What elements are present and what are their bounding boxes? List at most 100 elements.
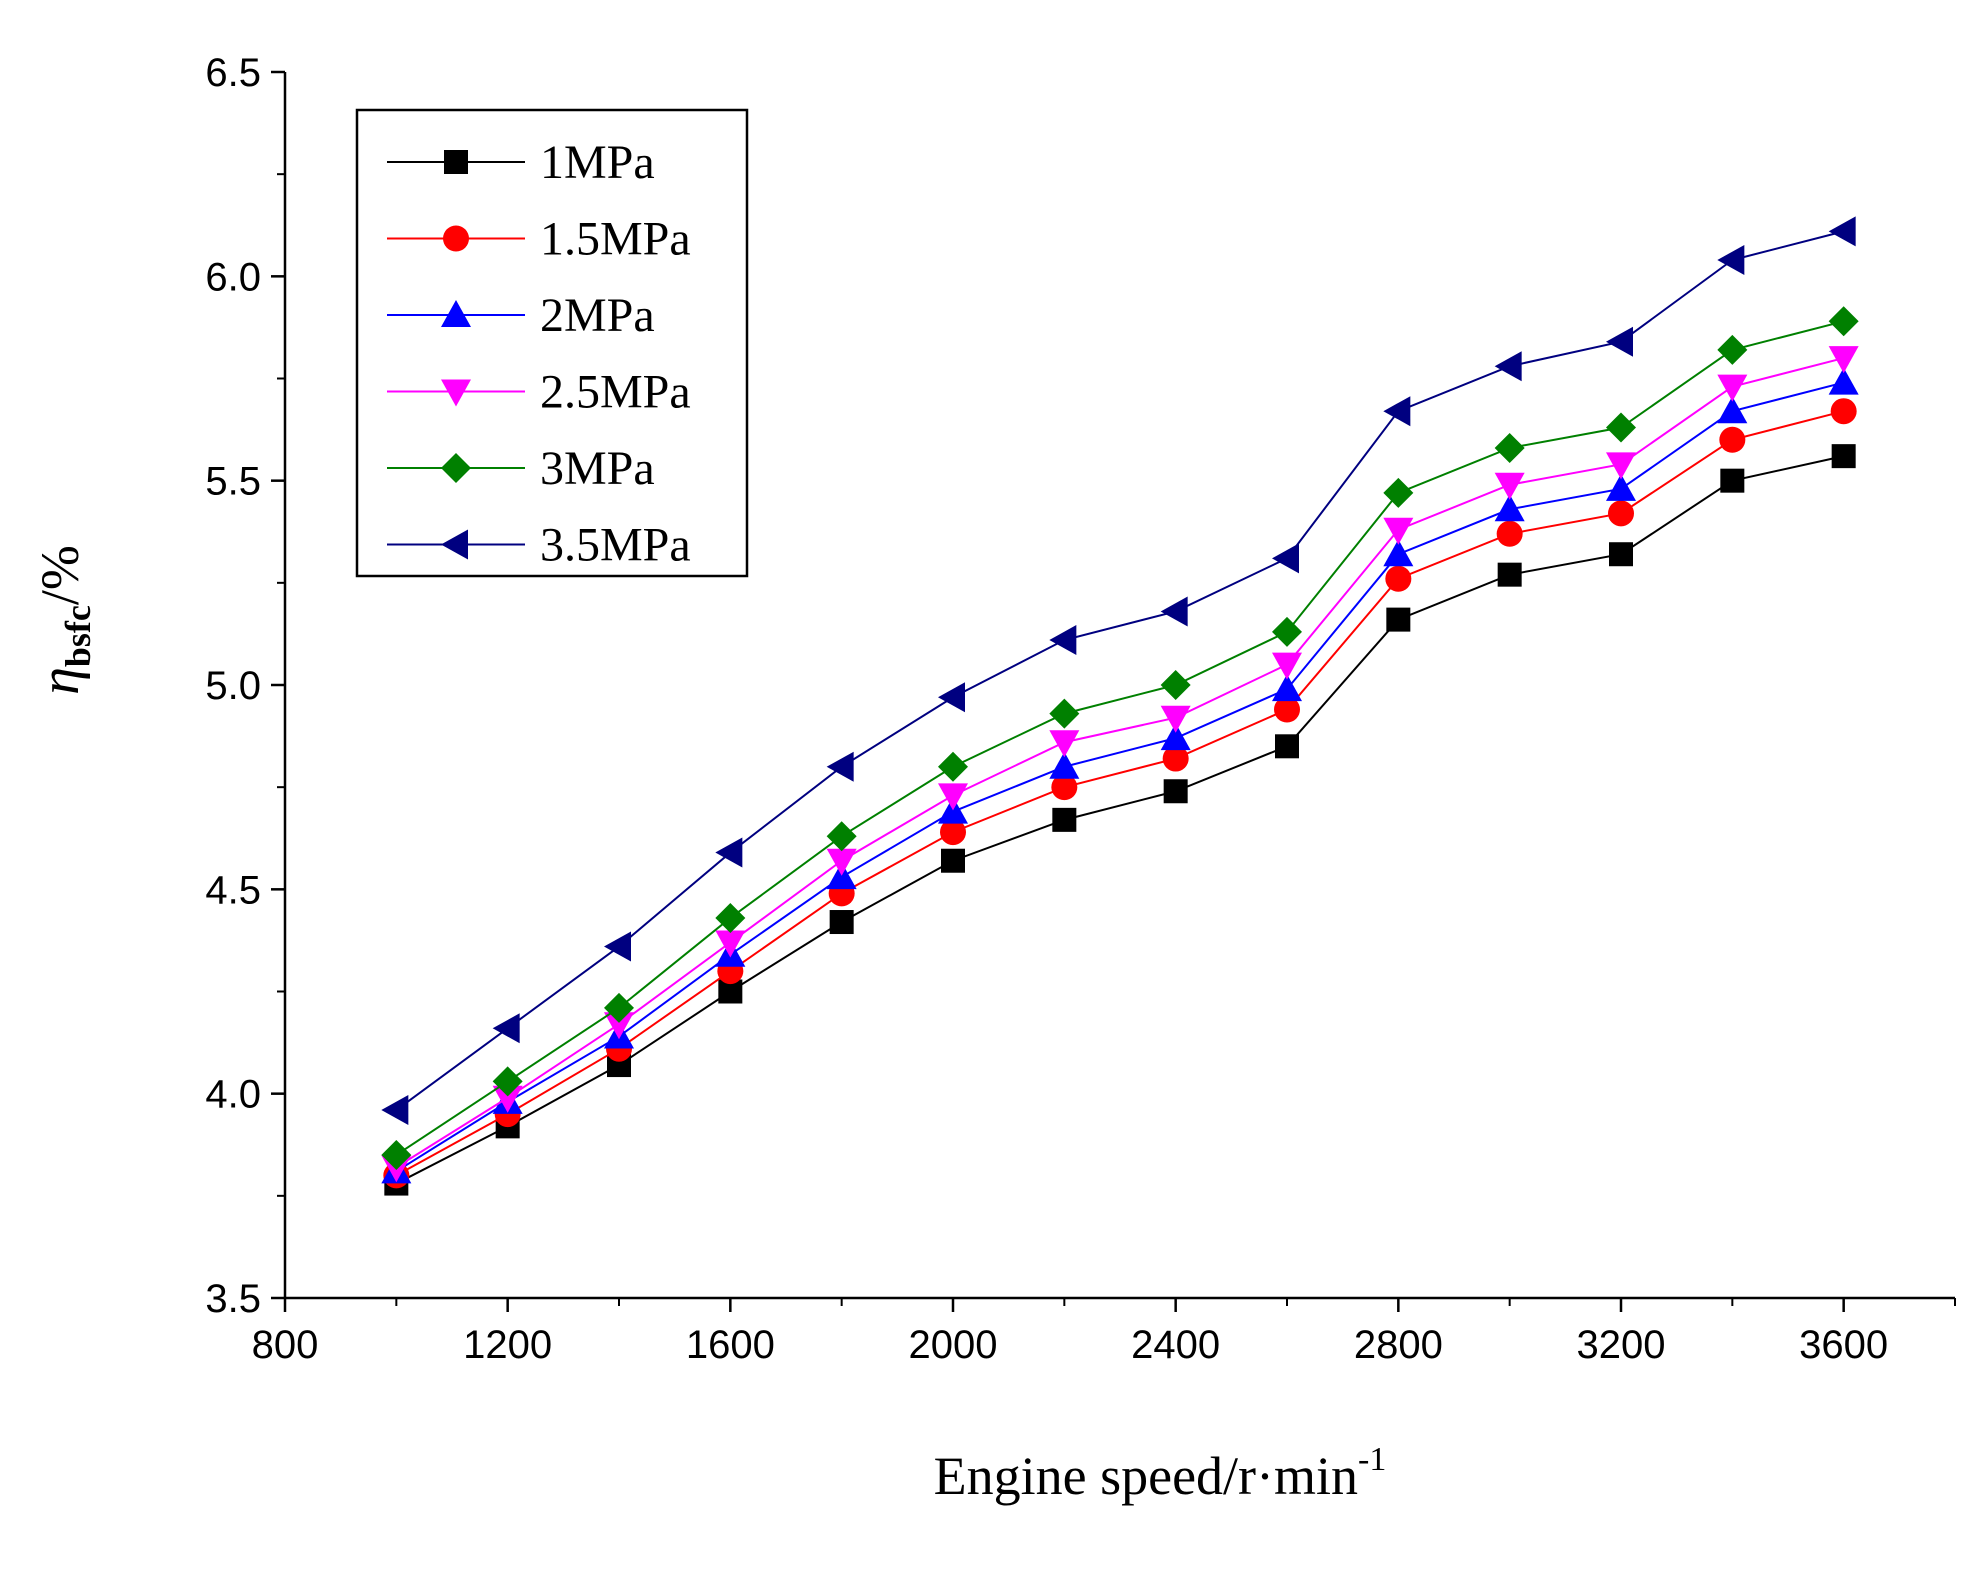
series-3mpa xyxy=(381,306,1859,1170)
data-point xyxy=(1828,216,1856,247)
y-tick-label: 5.5 xyxy=(205,460,261,504)
series-lines xyxy=(381,216,1859,1196)
data-point xyxy=(1609,542,1633,567)
x-tick-label: 3600 xyxy=(1799,1323,1888,1367)
data-point xyxy=(938,783,968,811)
data-point xyxy=(1497,562,1522,587)
y-tick-label: 5.0 xyxy=(205,664,261,708)
data-point xyxy=(1606,452,1636,480)
data-point xyxy=(1606,473,1636,501)
data-point xyxy=(1272,674,1302,702)
data-point xyxy=(941,848,965,873)
legend: 1MPa 1.5MPa 2MPa 2.5MPa 3MPa 3.5MPa xyxy=(355,108,749,578)
data-point xyxy=(1051,774,1078,801)
data-point xyxy=(715,930,746,958)
data-point xyxy=(1383,477,1414,508)
x-tick-label: 2400 xyxy=(1131,1323,1220,1367)
series-line xyxy=(395,410,1844,1177)
legend-item: 1MPa xyxy=(387,136,655,189)
data-point xyxy=(940,819,966,846)
x-tick-label: 2800 xyxy=(1354,1323,1443,1367)
x-tick-label: 1200 xyxy=(463,1323,552,1367)
legend-box xyxy=(355,108,749,578)
series-2-5mpa xyxy=(381,346,1859,1183)
data-point xyxy=(381,1139,412,1170)
data-point xyxy=(604,1012,634,1040)
x-axis-title: Engine speed/r·min-1 xyxy=(934,1441,1387,1506)
y-tick-label: 4.5 xyxy=(205,868,261,912)
data-point xyxy=(1162,745,1189,772)
data-point xyxy=(441,453,471,483)
legend-item: 2.5MPa xyxy=(387,366,691,419)
legend-item: 1.5MPa xyxy=(387,213,691,266)
x-axis-exponent: -1 xyxy=(1358,1441,1386,1478)
data-point xyxy=(1494,472,1525,500)
data-point xyxy=(1828,367,1859,395)
y-tick-label: 6.0 xyxy=(205,255,261,299)
data-point xyxy=(1272,543,1299,574)
data-point xyxy=(1606,412,1636,443)
data-point xyxy=(1717,244,1745,275)
y-axis-title: ηbsfc/% xyxy=(29,545,98,695)
data-point xyxy=(492,1066,523,1097)
data-point xyxy=(1494,351,1522,382)
data-point xyxy=(1831,444,1856,469)
data-point xyxy=(444,150,468,174)
legend-label: 3.5MPa xyxy=(540,519,691,572)
data-point xyxy=(826,848,857,876)
data-point xyxy=(1163,779,1188,804)
x-tick-label: 1600 xyxy=(686,1323,775,1367)
y-axis-unit: /% xyxy=(30,545,90,605)
series-line xyxy=(395,320,1844,1156)
series-line xyxy=(395,230,1844,1111)
data-point xyxy=(443,225,469,252)
y-axis-subscript: bsfc xyxy=(58,605,98,667)
legend-label: 2MPa xyxy=(540,289,655,342)
y-tick-label: 4.0 xyxy=(205,1073,261,1117)
data-point xyxy=(1830,398,1857,425)
legend-item: 3.5MPa xyxy=(387,519,691,572)
data-point xyxy=(1049,625,1077,656)
data-point xyxy=(1386,607,1411,632)
legend-label: 3MPa xyxy=(540,442,655,495)
data-point xyxy=(1828,306,1859,337)
x-tick-label: 2000 xyxy=(909,1323,998,1367)
series-line xyxy=(395,455,1844,1185)
series-3-5mpa xyxy=(381,216,1856,1126)
data-point xyxy=(715,902,746,933)
data-point xyxy=(1717,374,1748,402)
data-point xyxy=(1383,539,1414,567)
axes: 3.5 4.0 4.5 5.0 5.5 6.0 6.5 800 1200 1600 2000 2400… xyxy=(205,51,1956,1367)
data-point xyxy=(1717,334,1748,365)
data-point xyxy=(1160,596,1188,627)
data-point xyxy=(1494,494,1525,522)
data-point xyxy=(1494,432,1525,463)
data-point xyxy=(1049,698,1080,729)
data-point xyxy=(1385,565,1412,592)
data-point xyxy=(715,837,743,868)
data-point xyxy=(604,992,634,1023)
series-1mpa xyxy=(384,444,1856,1196)
legend-item: 3MPa xyxy=(387,442,655,495)
data-point xyxy=(1272,616,1302,647)
data-point xyxy=(1052,807,1077,832)
data-point xyxy=(441,529,468,560)
data-point xyxy=(1272,652,1302,680)
data-point xyxy=(381,1095,409,1126)
legend-label: 2.5MPa xyxy=(540,366,691,419)
x-tick-label: 3200 xyxy=(1577,1323,1666,1367)
data-point xyxy=(1606,326,1633,357)
data-point xyxy=(1717,396,1748,424)
data-point xyxy=(1383,517,1414,545)
y-axis-symbol: η xyxy=(29,667,91,695)
data-point xyxy=(1274,696,1300,723)
legend-label: 1.5MPa xyxy=(540,213,691,266)
data-point xyxy=(938,682,965,713)
data-point xyxy=(1383,396,1411,427)
data-point xyxy=(492,1013,520,1044)
x-axis-label: Engine speed/r·min xyxy=(934,1446,1358,1506)
x-tick-label: 800 xyxy=(252,1323,319,1367)
data-point xyxy=(1719,426,1746,453)
